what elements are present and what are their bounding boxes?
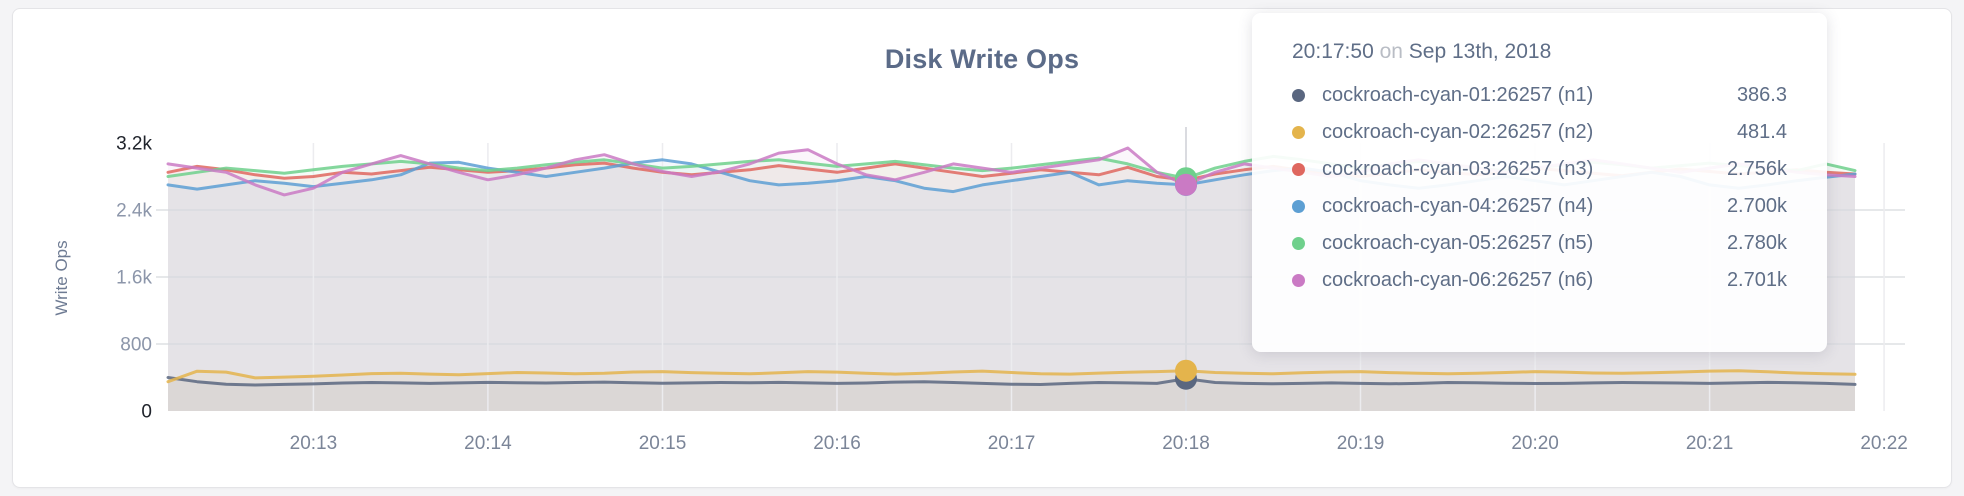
tooltip-row-n3: cockroach-cyan-03:26257 (n3) 2.756k — [1292, 151, 1787, 188]
x-tick-label-20:21: 20:21 — [1686, 433, 1734, 454]
tooltip-series-label: cockroach-cyan-04:26257 (n4) — [1322, 195, 1594, 217]
y-tick-label-2.4k: 2.4k — [116, 201, 152, 222]
hover-point-n2 — [1175, 359, 1197, 382]
tooltip-series-value: 2.780k — [1726, 232, 1787, 254]
series-color-dot — [1292, 237, 1305, 250]
series-color-dot — [1292, 200, 1305, 213]
tooltip-header: 20:17:50 on Sep 13th, 2018 — [1292, 37, 1787, 69]
tooltip-series-label: cockroach-cyan-01:26257 (n1) — [1322, 84, 1594, 106]
series-color-dot — [1292, 163, 1305, 176]
tooltip-series-value: 481.4 — [1736, 121, 1787, 143]
tooltip-legend: cockroach-cyan-01:26257 (n1) 386.3 cockroa… — [1292, 77, 1787, 299]
tooltip-series-value: 386.3 — [1736, 84, 1787, 106]
series-color-dot — [1292, 274, 1305, 287]
tooltip-series-label: cockroach-cyan-03:26257 (n3) — [1322, 158, 1594, 180]
series-line-n1 — [166, 376, 1857, 387]
y-tick-label-0: 0 — [141, 402, 152, 423]
y-tick-label-1.6k: 1.6k — [116, 268, 152, 289]
x-tick-label-20:17: 20:17 — [988, 433, 1036, 454]
series-color-dot — [1292, 89, 1305, 102]
series-color-dot — [1292, 126, 1305, 139]
tooltip-series-label: cockroach-cyan-02:26257 (n2) — [1322, 121, 1594, 143]
hover-point-n6 — [1175, 173, 1197, 196]
x-tick-label-20:19: 20:19 — [1337, 433, 1385, 454]
x-tick-label-20:14: 20:14 — [464, 433, 512, 454]
tooltip-on-word: on — [1379, 40, 1409, 63]
tooltip-row-n2: cockroach-cyan-02:26257 (n2) 481.4 — [1292, 114, 1787, 151]
x-tick-label-20:16: 20:16 — [813, 433, 861, 454]
chart-tooltip: 20:17:50 on Sep 13th, 2018 cockroach-cya… — [1252, 13, 1827, 352]
x-tick-label-20:20: 20:20 — [1511, 433, 1559, 454]
tooltip-series-label: cockroach-cyan-06:26257 (n6) — [1322, 269, 1594, 291]
tooltip-series-value: 2.701k — [1726, 269, 1787, 291]
tooltip-series-value: 2.756k — [1726, 158, 1787, 180]
tooltip-series-value: 2.700k — [1726, 195, 1787, 217]
series-line-n2 — [166, 369, 1857, 384]
x-tick-label-20:15: 20:15 — [639, 433, 687, 454]
tooltip-time: 20:17:50 — [1292, 40, 1380, 63]
tooltip-row-n4: cockroach-cyan-04:26257 (n4) 2.700k — [1292, 188, 1787, 225]
x-tick-label-20:13: 20:13 — [290, 433, 338, 454]
tooltip-date: Sep 13th, 2018 — [1408, 40, 1552, 63]
y-tick-label-3.2k: 3.2k — [116, 134, 152, 155]
tooltip-row-n6: cockroach-cyan-06:26257 (n6) 2.701k — [1292, 262, 1787, 299]
tooltip-row-n1: cockroach-cyan-01:26257 (n1) 386.3 — [1292, 77, 1787, 114]
chart-title: Disk Write Ops — [884, 44, 1080, 74]
tooltip-series-label: cockroach-cyan-05:26257 (n5) — [1322, 232, 1594, 254]
x-tick-label-20:18: 20:18 — [1162, 433, 1210, 454]
x-tick-label-20:22: 20:22 — [1860, 433, 1908, 454]
y-tick-label-800: 800 — [120, 335, 152, 356]
tooltip-row-n5: cockroach-cyan-05:26257 (n5) 2.780k — [1292, 225, 1787, 262]
